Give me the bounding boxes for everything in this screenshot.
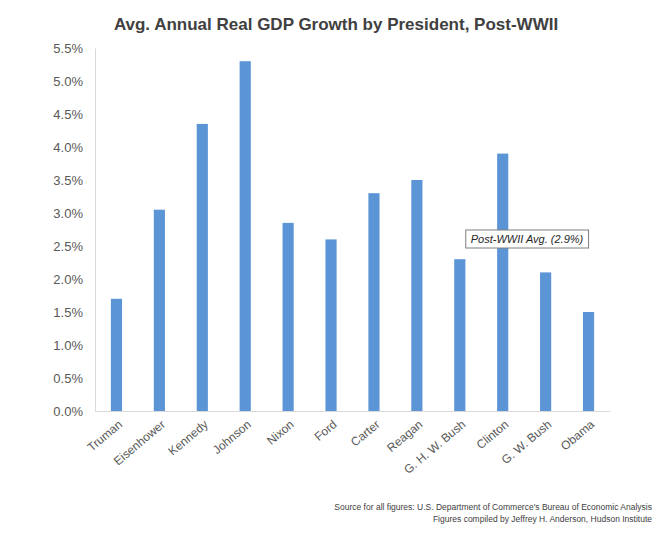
y-tick-label: 5.0% — [53, 74, 83, 89]
y-tick-label: 4.5% — [53, 107, 83, 122]
y-tick: 4.5% — [53, 107, 95, 122]
source-note: Figures compiled by Jeffrey H. Anderson,… — [433, 514, 652, 524]
x-tick: Carter — [348, 411, 383, 449]
x-tick: Truman — [85, 411, 125, 454]
x-tick-label: Obama — [558, 417, 597, 453]
x-tick-label: G. W. Bush — [499, 417, 554, 467]
y-tick-label: 0.0% — [53, 404, 83, 419]
bar — [325, 239, 336, 411]
x-tick: Nixon — [264, 411, 297, 448]
x-tick-label: Reagan — [384, 417, 425, 455]
x-tick: Eisenhower — [111, 411, 168, 468]
x-tick: G. W. Bush — [499, 411, 554, 467]
y-tick: 2.5% — [53, 239, 95, 254]
x-tick: Clinton — [474, 411, 512, 452]
y-tick: 2.0% — [53, 272, 95, 287]
x-tick-label: Ford — [312, 417, 340, 444]
x-axis-line — [96, 411, 611, 412]
x-tick-label: Carter — [348, 417, 383, 449]
y-tick: 0.0% — [53, 404, 95, 419]
x-tick-label: Eisenhower — [111, 417, 168, 468]
x-tick: Johnson — [210, 411, 254, 457]
y-tick: 5.0% — [53, 74, 95, 89]
bar — [197, 124, 208, 411]
plot: 0.0% 0.5% 1.0% 1.5% 2.0% 2.5% 3.0% 3.5% 4.0% 4.5%… — [53, 41, 610, 477]
y-tick-label: 2.0% — [53, 272, 83, 287]
x-tick-label: Johnson — [210, 417, 254, 457]
y-tick-label: 4.0% — [53, 140, 83, 155]
x-tick-label: Kennedy — [166, 417, 211, 458]
bar — [240, 61, 251, 411]
y-axis: 0.0% 0.5% 1.0% 1.5% 2.0% 2.5% 3.0% 3.5% 4.0% 4.5%… — [53, 41, 95, 419]
annotation-text: Post-WWII Avg. (2.9%) — [471, 233, 584, 245]
x-tick-label: Clinton — [474, 417, 512, 452]
y-axis-line — [95, 49, 96, 412]
bar — [497, 154, 508, 411]
bar — [454, 259, 465, 411]
y-tick: 1.5% — [53, 305, 95, 320]
bar — [540, 272, 551, 411]
bar — [411, 180, 422, 411]
y-tick-label: 5.5% — [53, 41, 83, 56]
y-tick: 0.5% — [53, 371, 95, 386]
y-tick-label: 3.5% — [53, 173, 83, 188]
bar — [583, 312, 594, 411]
y-tick-label: 2.5% — [53, 239, 83, 254]
bar — [154, 210, 165, 411]
x-tick-label: Nixon — [264, 417, 297, 447]
source-note: Source for all figures: U.S. Department … — [334, 502, 652, 512]
y-tick: 4.0% — [53, 140, 95, 155]
y-tick: 3.5% — [53, 173, 95, 188]
x-tick-label: G. H. W. Bush — [401, 417, 468, 477]
y-tick-label: 1.5% — [53, 305, 83, 320]
annotation-box — [466, 230, 589, 248]
title: Avg. Annual Real GDP Growth by President… — [114, 15, 558, 34]
x-tick-label: Truman — [85, 417, 125, 454]
y-tick-label: 3.0% — [53, 206, 83, 221]
x-tick: Ford — [312, 411, 340, 444]
bars — [111, 61, 594, 411]
y-tick-label: 0.5% — [53, 371, 83, 386]
x-tick: Kennedy — [166, 411, 211, 458]
x-axis: TrumanEisenhowerKennedyJohnson Nixon Ford C… — [85, 411, 611, 477]
bar — [283, 223, 294, 411]
y-tick: 3.0% — [53, 206, 95, 221]
bar — [111, 299, 122, 411]
x-tick: Obama — [558, 411, 597, 453]
chart: Avg. Annual Real GDP Growth by President… — [0, 0, 672, 534]
y-tick-label: 1.0% — [53, 338, 83, 353]
y-tick: 5.5% — [53, 41, 95, 56]
x-tick: G. H. W. Bush — [401, 411, 468, 477]
x-tick: Reagan — [384, 411, 425, 455]
bar — [368, 193, 379, 411]
annotation: Post-WWII Avg. (2.9%) — [466, 230, 589, 248]
y-tick: 1.0% — [53, 338, 95, 353]
